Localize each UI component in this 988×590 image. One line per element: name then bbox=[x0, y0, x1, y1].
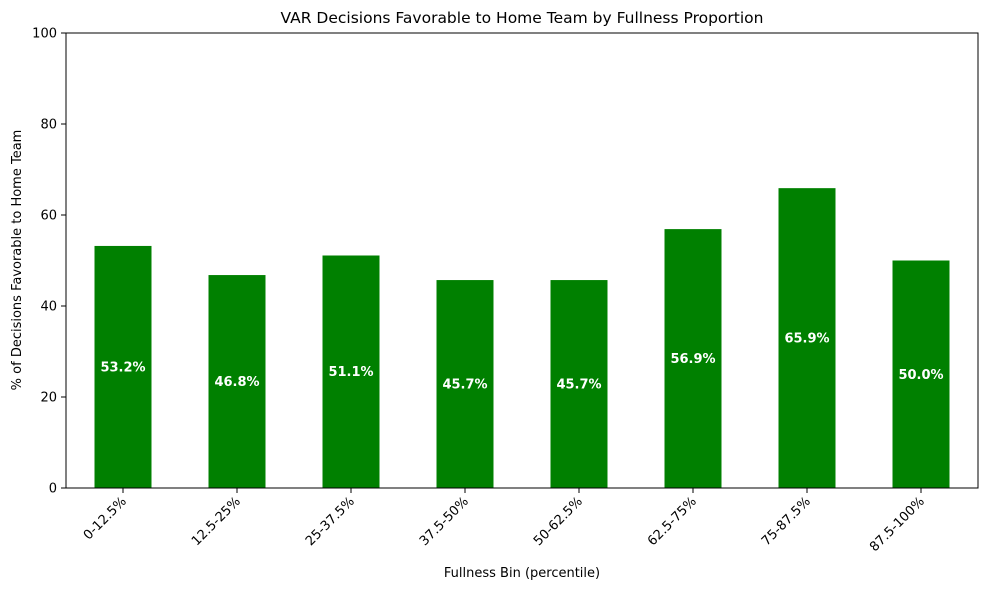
y-tick-label: 40 bbox=[40, 300, 57, 315]
bar-2 bbox=[322, 255, 380, 488]
bar-value-label: 46.8% bbox=[214, 375, 259, 390]
x-axis-label: Fullness Bin (percentile) bbox=[444, 566, 600, 581]
bar-value-label: 65.9% bbox=[784, 332, 829, 347]
x-tick-label: 0-12.5% bbox=[81, 494, 130, 543]
bar-value-label: 56.9% bbox=[670, 352, 715, 367]
y-tick-label: 0 bbox=[49, 482, 57, 497]
bar-value-label: 50.0% bbox=[898, 368, 943, 383]
y-tick-label: 20 bbox=[40, 391, 57, 406]
y-axis-label: % of Decisions Favorable to Home Team bbox=[10, 130, 25, 391]
x-tick-label: 37.5-50% bbox=[417, 494, 472, 549]
bar-6 bbox=[778, 188, 836, 488]
plot-frame bbox=[65, 32, 979, 489]
bar-value-label: 45.7% bbox=[556, 378, 601, 393]
x-tick-label: 62.5-75% bbox=[645, 494, 700, 549]
bar-3 bbox=[436, 280, 494, 488]
bar-4 bbox=[550, 280, 608, 488]
y-tick-label: 100 bbox=[32, 27, 57, 42]
bar-0 bbox=[94, 245, 152, 488]
x-tick-label: 12.5-25% bbox=[189, 494, 244, 549]
x-tick-label: 25-37.5% bbox=[303, 494, 358, 549]
chart-title: VAR Decisions Favorable to Home Team by … bbox=[281, 9, 764, 27]
x-tick-label: 50-62.5% bbox=[531, 494, 586, 549]
bar-value-label: 45.7% bbox=[442, 378, 487, 393]
bar-1 bbox=[208, 275, 266, 488]
bar-value-label: 53.2% bbox=[100, 360, 145, 375]
bar-7 bbox=[892, 260, 950, 488]
bar-value-label: 51.1% bbox=[328, 365, 373, 380]
x-tick-label: 87.5-100% bbox=[867, 494, 928, 555]
bar-5 bbox=[664, 229, 722, 489]
x-tick-label: 75-87.5% bbox=[759, 494, 814, 549]
y-tick-label: 60 bbox=[40, 209, 57, 224]
y-tick-label: 80 bbox=[40, 118, 57, 133]
